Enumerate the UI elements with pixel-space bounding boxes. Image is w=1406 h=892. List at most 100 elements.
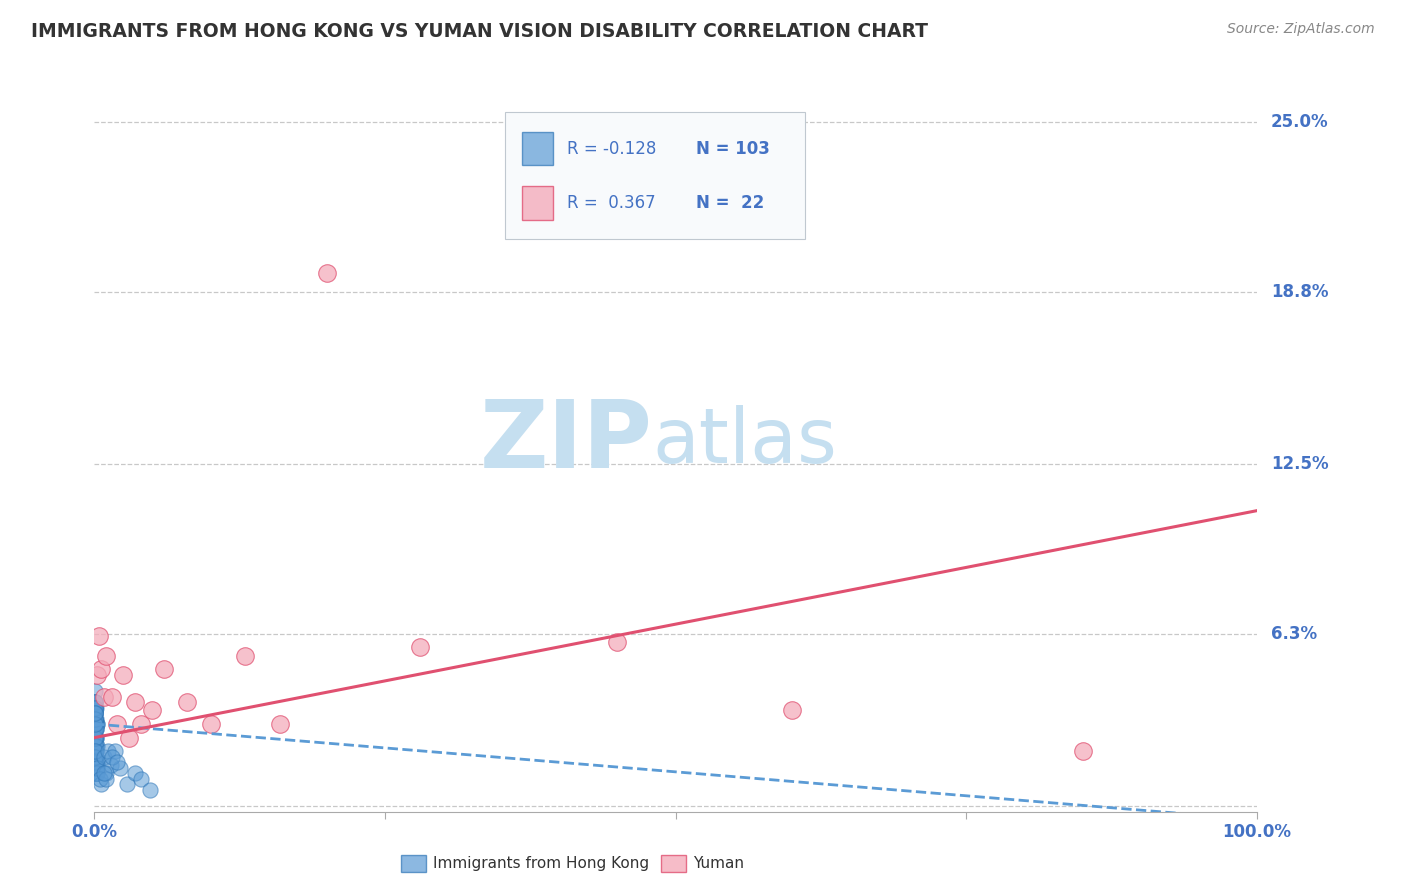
Point: [139, 782, 162, 797]
Point: [83, 695, 105, 709]
Point: [84, 717, 107, 731]
Point: [90, 662, 112, 676]
Point: [83, 712, 105, 726]
Point: [84, 739, 107, 753]
Point: [84, 744, 107, 758]
Point: [118, 731, 141, 745]
Point: [86, 761, 108, 775]
Point: [86, 749, 108, 764]
Text: 25.0%: 25.0%: [1271, 113, 1329, 131]
Point: [83, 723, 105, 737]
Text: 6.3%: 6.3%: [1271, 624, 1317, 643]
Point: [84, 758, 107, 772]
Point: [84, 744, 107, 758]
Text: ZIP: ZIP: [479, 396, 652, 488]
Point: [84, 739, 107, 753]
Point: [84, 731, 107, 745]
Point: [83, 749, 105, 764]
Point: [90, 777, 112, 791]
Point: [83, 717, 105, 731]
Point: [606, 635, 628, 649]
Point: [84, 761, 107, 775]
Point: [86, 766, 108, 780]
Text: N = 103: N = 103: [696, 139, 770, 158]
Point: [129, 772, 152, 786]
Point: [84, 749, 107, 764]
Point: [200, 717, 222, 731]
Point: [86, 766, 108, 780]
Point: [83, 731, 105, 745]
Point: [1071, 744, 1094, 758]
Text: IMMIGRANTS FROM HONG KONG VS YUMAN VISION DISABILITY CORRELATION CHART: IMMIGRANTS FROM HONG KONG VS YUMAN VISIO…: [31, 22, 928, 41]
Point: [84, 766, 107, 780]
Point: [86, 717, 108, 731]
Point: [86, 758, 108, 772]
Point: [115, 777, 138, 791]
Point: [87, 630, 110, 644]
Point: [780, 703, 803, 717]
Point: [84, 723, 107, 737]
Point: [129, 717, 152, 731]
Point: [84, 761, 107, 775]
Point: [83, 744, 105, 758]
Point: [84, 758, 107, 772]
Point: [84, 766, 107, 780]
Point: [84, 723, 107, 737]
Point: [84, 695, 107, 709]
Point: [84, 731, 107, 745]
Point: [235, 648, 257, 663]
Point: [94, 772, 117, 786]
Point: [84, 717, 107, 731]
Point: [86, 758, 108, 772]
Point: [108, 761, 131, 775]
Point: [84, 749, 107, 764]
Text: 12.5%: 12.5%: [1271, 455, 1329, 473]
Point: [86, 761, 108, 775]
Point: [93, 749, 115, 764]
Point: [104, 744, 127, 758]
Point: [100, 690, 122, 704]
Point: [83, 695, 105, 709]
Point: [84, 706, 107, 720]
Point: [84, 744, 107, 758]
Point: [84, 766, 107, 780]
Point: [84, 761, 107, 775]
Point: [84, 723, 107, 737]
Point: [84, 739, 107, 753]
Point: [84, 717, 107, 731]
Point: [84, 706, 107, 720]
Point: [84, 706, 107, 720]
Point: [84, 739, 107, 753]
Point: [84, 706, 107, 720]
Point: [84, 712, 107, 726]
Point: [86, 749, 108, 764]
Point: [86, 749, 108, 764]
Point: [84, 744, 107, 758]
Point: [84, 744, 107, 758]
Point: [112, 667, 135, 681]
Point: [83, 695, 105, 709]
Point: [84, 744, 107, 758]
Point: [93, 766, 115, 780]
Point: [83, 703, 105, 717]
Point: [84, 723, 107, 737]
Point: [84, 744, 107, 758]
Point: [83, 700, 105, 714]
Point: [100, 758, 122, 772]
Point: [86, 766, 108, 780]
Point: [84, 766, 107, 780]
Point: [141, 703, 163, 717]
Point: [93, 690, 115, 704]
Point: [84, 756, 107, 770]
Point: [84, 700, 107, 714]
Point: [84, 706, 107, 720]
Point: [153, 662, 176, 676]
Point: [124, 766, 146, 780]
Point: [84, 712, 107, 726]
Point: [83, 723, 105, 737]
Point: [83, 756, 105, 770]
Point: [89, 772, 111, 786]
Point: [100, 749, 122, 764]
Point: [107, 717, 129, 731]
Point: [269, 717, 291, 731]
